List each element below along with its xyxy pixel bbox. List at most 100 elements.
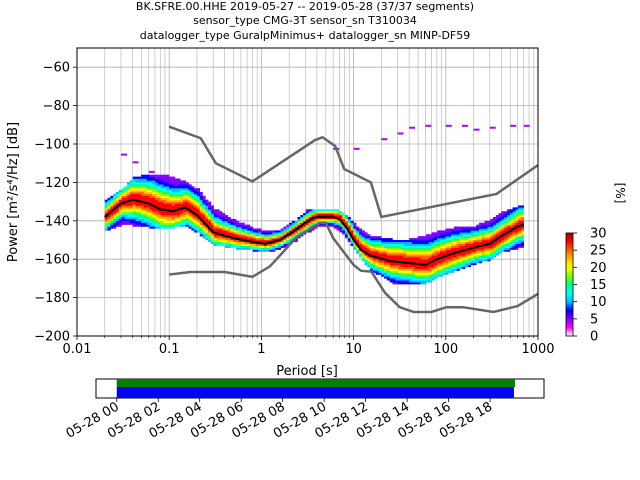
density-cell xyxy=(506,215,511,218)
density-cell xyxy=(400,264,404,268)
density-cell xyxy=(152,209,156,212)
density-cell xyxy=(428,278,432,281)
density-cell xyxy=(118,197,122,200)
density-cell xyxy=(199,193,203,197)
density-cell xyxy=(191,201,195,204)
x-tick-label: 0.1 xyxy=(159,342,180,357)
density-cell xyxy=(358,241,363,245)
density-cell xyxy=(244,224,248,227)
density-cell xyxy=(459,240,463,243)
density-cell xyxy=(518,226,522,229)
density-cell xyxy=(205,220,209,223)
density-cell xyxy=(490,247,494,250)
density-cell xyxy=(353,236,357,239)
density-cell xyxy=(199,213,203,216)
density-cell xyxy=(423,238,427,241)
density-cell xyxy=(319,213,323,216)
density-cell xyxy=(487,257,491,260)
density-cell xyxy=(143,222,147,225)
density-cell xyxy=(406,249,410,252)
density-cell xyxy=(515,216,519,220)
density-cell xyxy=(110,220,114,223)
density-cell xyxy=(127,215,131,218)
density-cell xyxy=(252,247,256,250)
density-cell xyxy=(127,201,131,204)
density-cell xyxy=(118,215,122,218)
density-cell xyxy=(448,241,452,245)
density-cell xyxy=(219,222,223,225)
density-cell xyxy=(403,249,407,252)
density-cell xyxy=(258,236,262,239)
density-cell xyxy=(451,232,455,235)
density-cell xyxy=(157,193,161,197)
density-cell xyxy=(127,203,131,206)
density-cell xyxy=(370,261,374,264)
density-cell xyxy=(451,245,455,248)
density-cell xyxy=(155,192,159,195)
density-cell xyxy=(177,184,181,187)
density-cell xyxy=(417,251,421,254)
density-cell xyxy=(423,243,427,246)
density-cell xyxy=(247,241,251,245)
density-cell xyxy=(202,215,206,218)
density-cell xyxy=(322,224,326,227)
density-cell xyxy=(367,257,371,260)
density-cell xyxy=(389,247,393,250)
density-cell xyxy=(185,216,189,220)
density-cell xyxy=(182,199,187,202)
density-cell xyxy=(439,240,444,243)
density-cell xyxy=(476,234,480,237)
density-cell xyxy=(420,259,424,262)
density-cell xyxy=(411,282,416,285)
density-cell xyxy=(495,240,499,243)
density-cell xyxy=(378,259,382,262)
density-cell xyxy=(344,222,349,225)
density-cell xyxy=(233,228,237,231)
density-cell xyxy=(216,234,220,237)
density-cell xyxy=(414,280,418,283)
density-cell xyxy=(171,215,175,218)
density-cell xyxy=(501,230,505,233)
density-cell xyxy=(381,249,385,252)
density-cell xyxy=(289,236,293,239)
density-cell xyxy=(222,224,226,227)
density-cell xyxy=(484,257,488,260)
density-cell xyxy=(118,216,122,220)
density-cell xyxy=(398,268,402,271)
density-cell xyxy=(386,240,390,243)
density-cell xyxy=(333,211,337,214)
density-cell xyxy=(191,199,195,202)
density-cell xyxy=(163,207,167,210)
density-cell xyxy=(370,257,374,260)
density-cell xyxy=(358,255,363,258)
density-cell xyxy=(216,241,220,245)
density-cell xyxy=(487,241,491,245)
density-cell xyxy=(233,224,237,227)
density-cell xyxy=(487,234,491,237)
density-cell xyxy=(389,263,393,266)
density-cell xyxy=(124,220,128,223)
density-cell xyxy=(160,213,164,216)
density-cell xyxy=(520,230,525,233)
density-cell xyxy=(487,247,491,250)
density-cell xyxy=(479,222,483,225)
density-cell xyxy=(381,243,385,246)
density-cell xyxy=(291,220,295,223)
density-cell xyxy=(213,241,217,245)
density-cell xyxy=(115,193,120,197)
density-cell xyxy=(208,218,212,221)
density-cell xyxy=(110,226,114,229)
density-cell xyxy=(417,249,421,252)
density-cell xyxy=(317,211,321,214)
density-cell xyxy=(384,268,388,271)
density-cell xyxy=(132,182,136,185)
density-cell xyxy=(152,222,156,225)
density-cell xyxy=(104,222,108,225)
density-cell xyxy=(199,226,203,229)
density-cell xyxy=(462,261,466,264)
density-cell xyxy=(428,240,432,243)
density-cell xyxy=(453,263,457,266)
density-cell xyxy=(518,228,522,231)
density-cell xyxy=(194,203,198,206)
density-cell xyxy=(462,259,466,262)
